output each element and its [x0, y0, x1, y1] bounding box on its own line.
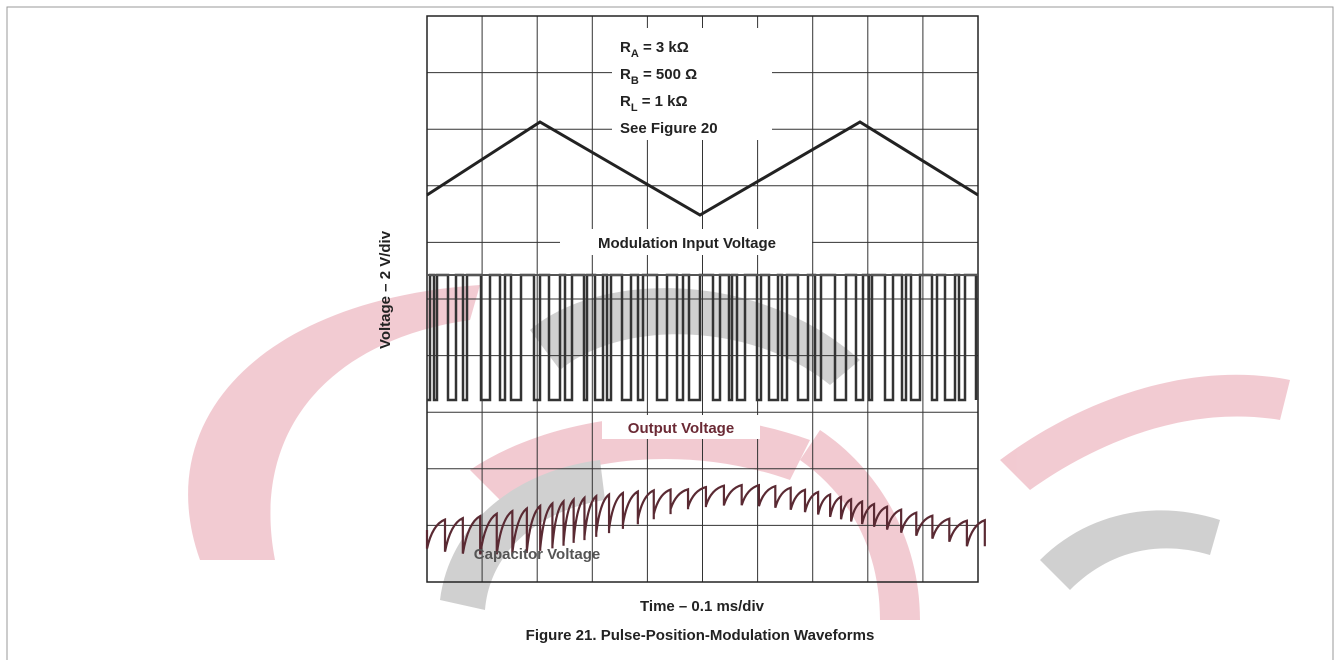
condition: RL = 1 kΩ — [620, 93, 688, 114]
label-backdrop — [560, 229, 812, 255]
x-axis-label: Time – 0.1 ms/div — [640, 598, 765, 615]
label-backdrop — [602, 415, 760, 439]
modulation-trace — [426, 120, 979, 217]
trace-label: Modulation Input Voltage — [598, 235, 776, 252]
symbol: R — [620, 39, 631, 56]
condition: RA = 3 kΩ — [620, 39, 689, 60]
value: = 1 kΩ — [638, 93, 688, 110]
page-frame — [6, 6, 1334, 660]
subscript: L — [631, 102, 638, 114]
output-trace — [427, 273, 978, 402]
y-axis-label: Voltage – 2 V/div — [377, 230, 394, 349]
value: = 500 Ω — [639, 66, 697, 83]
condition: See Figure 20 — [620, 120, 718, 137]
subscript: A — [631, 48, 639, 60]
caption: Figure 21. Pulse-Position-Modulation Wav… — [526, 627, 875, 644]
trace-label: Output Voltage — [628, 420, 734, 437]
symbol: R — [620, 66, 631, 83]
scope-frame — [426, 15, 979, 583]
condition: RB = 500 Ω — [620, 66, 697, 87]
subscript: B — [631, 75, 639, 87]
symbol: R — [620, 93, 631, 110]
label-backdrop — [612, 28, 772, 140]
value: = 3 kΩ — [639, 39, 689, 56]
trace-label: Capacitor Voltage — [474, 546, 600, 563]
watermark — [188, 285, 1290, 620]
